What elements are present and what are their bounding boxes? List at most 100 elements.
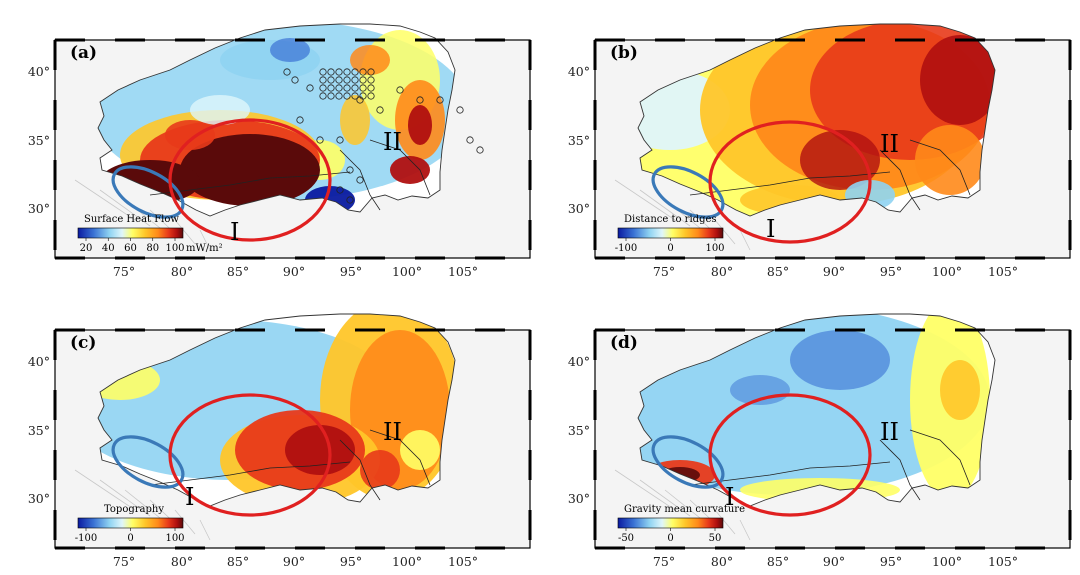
x-tick-label: 90° bbox=[823, 554, 845, 569]
colorbar-tick-label: 0 bbox=[667, 243, 673, 254]
x-tick-label: 75° bbox=[113, 264, 135, 279]
heat-flow-measurement-point bbox=[327, 84, 335, 92]
heat-flow-measurement-point bbox=[359, 76, 367, 84]
region-label-II: II bbox=[880, 418, 899, 446]
heat-flow-measurement-point bbox=[336, 186, 344, 194]
colorbar bbox=[617, 517, 724, 529]
heat-flow-measurement-point bbox=[335, 68, 343, 76]
heat-flow-measurement-point bbox=[351, 68, 359, 76]
heat-flow-measurement-point bbox=[327, 92, 335, 100]
heat-flow-measurement-point bbox=[359, 68, 367, 76]
x-tick-label: 100° bbox=[392, 264, 422, 279]
colorbar-tick-label: -100 bbox=[75, 533, 97, 544]
colorbar-tick-label: 0 bbox=[127, 533, 133, 544]
heat-flow-measurement-point bbox=[327, 76, 335, 84]
colorbar-tick-label: 60 bbox=[124, 243, 137, 254]
colorbar-unit: mW/m² bbox=[186, 243, 223, 254]
heat-flow-measurement-point bbox=[335, 84, 343, 92]
map-svg: III(c)75° 80° 85° 90° 95° 100° 105°40°35°30°To… bbox=[28, 313, 532, 569]
y-tick-label: 40° bbox=[28, 354, 50, 369]
heat-flow-measurement-point bbox=[367, 68, 375, 76]
x-tick-label: 85° bbox=[767, 264, 789, 279]
heat-flow-measurement-point bbox=[456, 106, 464, 114]
x-tick-label: 85° bbox=[227, 554, 249, 569]
heat-flow-measurement-point bbox=[367, 92, 375, 100]
heat-flow-measurement-point bbox=[283, 68, 291, 76]
map-panel-c: I II (c) 75° 80° 85° 90° 95° 100° 105° 40° 35° 30° To… bbox=[0, 290, 540, 575]
region-I-ellipse bbox=[111, 435, 185, 489]
heat-flow-measurement-point bbox=[291, 76, 299, 84]
x-tick-label: 85° bbox=[227, 264, 249, 279]
heat-flow-measurement-point bbox=[319, 92, 327, 100]
colorbar-tick-label: 40 bbox=[102, 243, 115, 254]
heat-flow-measurement-point bbox=[351, 92, 359, 100]
heat-flow-measurement-point bbox=[356, 96, 364, 104]
region-I-ellipse bbox=[651, 165, 725, 219]
y-tick-label: 40° bbox=[28, 64, 50, 79]
colorbar-tick-label: 100 bbox=[165, 533, 184, 544]
heat-flow-measurement-point bbox=[327, 68, 335, 76]
map-svg: III(a)75° 80° 85° 90° 95° 100° 105°40°35°30°Su… bbox=[28, 23, 532, 279]
x-tick-label: 100° bbox=[932, 554, 962, 569]
heat-flow-measurement-point bbox=[296, 116, 304, 124]
panel-label: (d) bbox=[610, 333, 638, 353]
x-tick-label: 90° bbox=[283, 264, 305, 279]
x-tick-label: 80° bbox=[171, 264, 193, 279]
colorbar bbox=[617, 227, 724, 239]
colorbar-tick-label: 100 bbox=[705, 243, 724, 254]
region-II-ellipse bbox=[708, 393, 872, 517]
heat-flow-measurement-point bbox=[367, 76, 375, 84]
colorbar bbox=[77, 517, 184, 529]
heat-flow-measurement-point bbox=[351, 76, 359, 84]
colorbar-title: Distance to ridges bbox=[624, 214, 717, 225]
x-tick-label: 105° bbox=[448, 264, 478, 279]
x-tick-label: 100° bbox=[392, 554, 422, 569]
heat-flow-measurement-point bbox=[346, 166, 354, 174]
plateau-outline bbox=[97, 23, 456, 217]
heat-flow-measurement-point bbox=[376, 106, 384, 114]
heat-flow-measurement-point bbox=[336, 136, 344, 144]
heat-flow-measurement-point bbox=[466, 136, 474, 144]
plateau-outline bbox=[637, 313, 996, 507]
heat-flow-measurement-point bbox=[319, 68, 327, 76]
x-tick-label: 90° bbox=[283, 554, 305, 569]
map-svg: III(d)75° 80° 85° 90° 95° 100° 105°40°35°30°Gr… bbox=[568, 313, 1072, 569]
x-tick-label: 75° bbox=[653, 264, 675, 279]
region-label-I: I bbox=[766, 215, 775, 243]
panel-label: (b) bbox=[610, 43, 638, 63]
colorbar-tick-label: 20 bbox=[80, 243, 93, 254]
colorbar-tick-label: -50 bbox=[618, 533, 634, 544]
raster-field bbox=[98, 24, 455, 216]
x-tick-label: 85° bbox=[767, 554, 789, 569]
y-tick-label: 30° bbox=[568, 201, 590, 216]
x-tick-label: 95° bbox=[880, 554, 902, 569]
heat-flow-measurement-point bbox=[416, 96, 424, 104]
region-I-ellipse bbox=[651, 435, 725, 489]
x-tick-label: 95° bbox=[340, 264, 362, 279]
y-tick-label: 30° bbox=[28, 491, 50, 506]
x-tick-label: 95° bbox=[340, 554, 362, 569]
colorbar-tick-label: 50 bbox=[709, 533, 722, 544]
colorbar-title: Surface Heat Flow bbox=[84, 214, 179, 225]
x-tick-label: 90° bbox=[823, 264, 845, 279]
heat-flow-measurement-point bbox=[319, 76, 327, 84]
x-tick-label: 80° bbox=[711, 554, 733, 569]
panel-label: (c) bbox=[70, 333, 96, 353]
plateau-outline bbox=[97, 313, 456, 507]
y-tick-label: 40° bbox=[568, 354, 590, 369]
heat-flow-measurement-point bbox=[343, 92, 351, 100]
x-tick-label: 95° bbox=[880, 264, 902, 279]
y-tick-label: 35° bbox=[28, 133, 50, 148]
y-tick-label: 30° bbox=[28, 201, 50, 216]
y-tick-label: 30° bbox=[568, 491, 590, 506]
map-panel-a: I II (a) 75° 80° 85° 90° 95° 100° 105° 40° 35° 30° Su… bbox=[0, 0, 540, 285]
map-panel-d: I II (d) 75° 80° 85° 90° 95° 100° 105° 40° 35° 30° Gr… bbox=[540, 290, 1080, 575]
colorbar-tick-label: 0 bbox=[667, 533, 673, 544]
heat-flow-measurement-point bbox=[335, 92, 343, 100]
y-tick-label: 35° bbox=[568, 423, 590, 438]
heat-flow-measurement-point bbox=[356, 176, 364, 184]
y-tick-label: 40° bbox=[568, 64, 590, 79]
region-II-ellipse bbox=[168, 118, 332, 242]
heat-flow-measurement-point bbox=[335, 76, 343, 84]
region-label-II: II bbox=[383, 418, 402, 446]
